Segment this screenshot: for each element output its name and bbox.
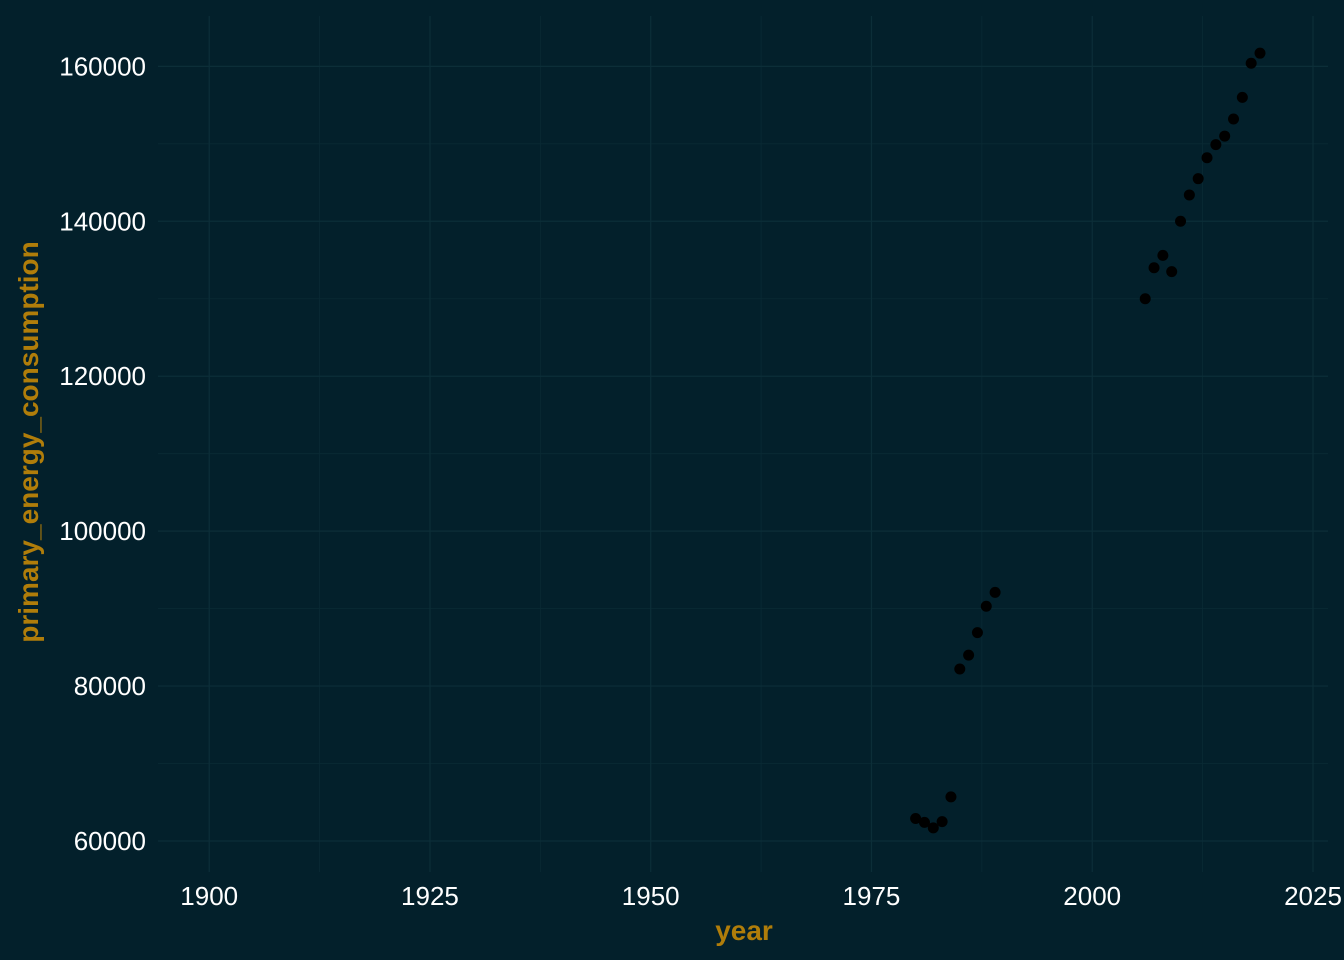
y-axis-title: primary_energy_consumption: [13, 241, 44, 642]
data-points: [910, 47, 1266, 834]
data-point: [1157, 249, 1169, 261]
x-tick-label: 1950: [622, 881, 680, 911]
data-point: [1228, 113, 1240, 125]
y-tick-label: 100000: [59, 516, 146, 546]
data-point: [1201, 152, 1213, 164]
x-tick-label: 1975: [843, 881, 901, 911]
data-point: [1236, 91, 1248, 103]
data-point: [1139, 293, 1151, 305]
x-tick-label: 1900: [180, 881, 238, 911]
y-tick-label: 120000: [59, 361, 146, 391]
data-point: [1210, 139, 1222, 151]
data-point: [1219, 130, 1231, 142]
data-point: [1192, 173, 1204, 185]
x-tick-label: 1925: [401, 881, 459, 911]
data-point: [954, 663, 966, 675]
y-tick-label: 160000: [59, 51, 146, 81]
x-tick-label: 2025: [1284, 881, 1342, 911]
y-tick-label: 60000: [74, 826, 146, 856]
data-point: [1148, 262, 1160, 274]
data-point: [1245, 57, 1257, 69]
data-point: [980, 600, 992, 612]
data-point: [927, 822, 939, 834]
minor-gridlines: [158, 16, 1328, 872]
y-tick-labels: 60000 80000 100000 120000 140000 160000: [59, 51, 146, 856]
data-point: [918, 816, 930, 828]
data-point: [945, 791, 957, 803]
x-tick-label: 2000: [1063, 881, 1121, 911]
x-axis-title: year: [715, 915, 773, 946]
major-gridlines: [158, 16, 1328, 872]
data-point: [963, 649, 975, 661]
data-point: [1183, 189, 1195, 201]
data-point: [1166, 266, 1178, 278]
data-point: [971, 627, 983, 639]
data-point: [910, 813, 922, 825]
x-tick-labels: 1900 1925 1950 1975 2000 2025: [180, 881, 1342, 911]
y-tick-label: 140000: [59, 206, 146, 236]
y-tick-label: 80000: [74, 671, 146, 701]
data-point: [1175, 215, 1187, 227]
data-point: [1254, 47, 1266, 59]
data-point: [936, 816, 948, 828]
data-point: [989, 586, 1001, 598]
